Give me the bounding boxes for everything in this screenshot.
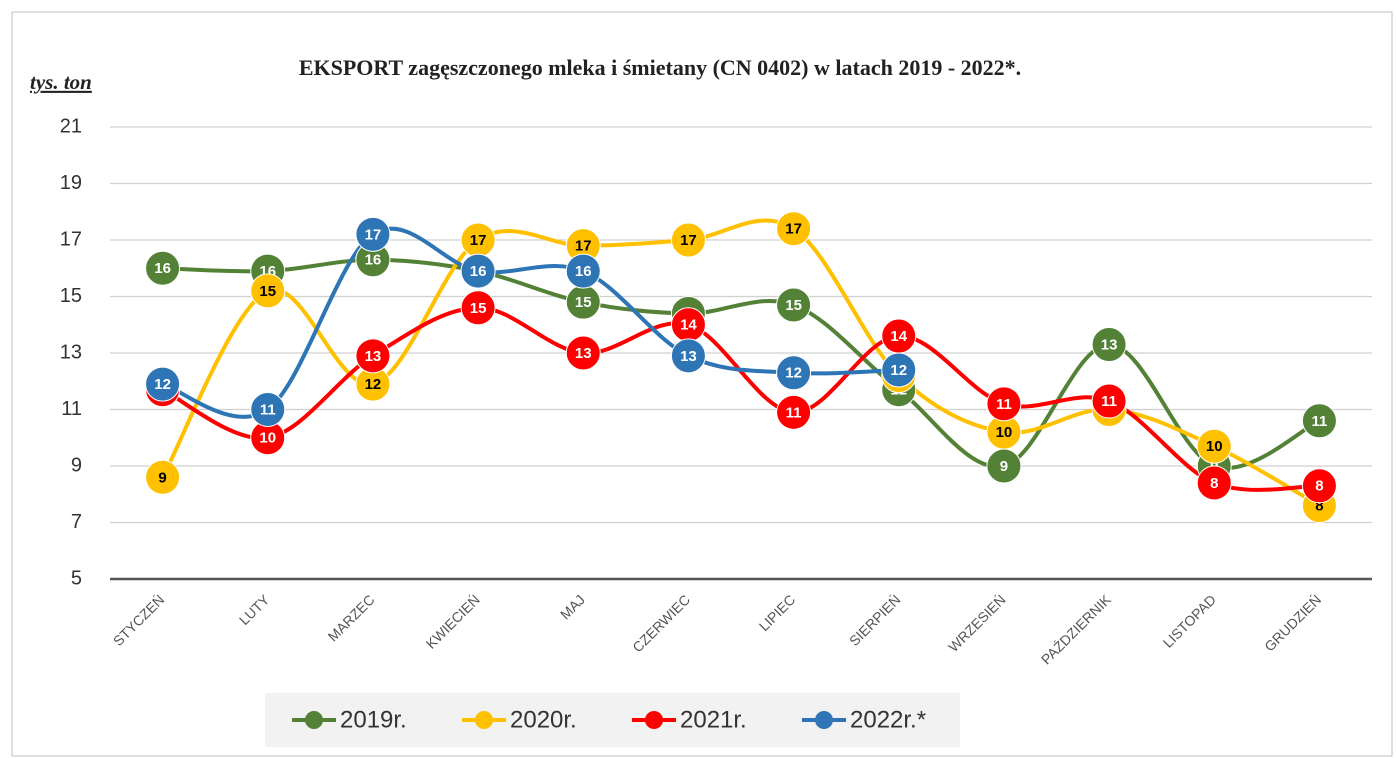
data-point [1301, 468, 1337, 504]
y-tick-label: 21 [60, 115, 82, 137]
data-label: 9 [158, 469, 166, 486]
data-point [1301, 403, 1337, 439]
y-tick-label: 11 [61, 398, 82, 420]
legend-label: 2019r. [340, 706, 407, 733]
data-label: 11 [1311, 413, 1327, 430]
data-label: 10 [996, 424, 1013, 441]
data-point [250, 273, 286, 309]
data-point [460, 253, 496, 289]
legend-marker [475, 711, 493, 729]
data-label: 15 [785, 297, 802, 314]
data-point [776, 394, 812, 430]
data-point [250, 392, 286, 427]
legend-marker [305, 711, 323, 729]
data-label: 17 [680, 232, 697, 249]
legend-marker [815, 711, 833, 729]
data-label: 11 [260, 401, 276, 418]
data-label: 12 [154, 376, 171, 393]
data-point [776, 287, 812, 323]
data-label: 13 [575, 345, 592, 362]
y-tick-label: 15 [60, 285, 82, 307]
data-label: 17 [785, 221, 802, 238]
data-point [460, 290, 496, 326]
data-point [670, 222, 706, 258]
data-label: 17 [575, 238, 592, 255]
data-point [1091, 327, 1127, 363]
data-label: 10 [1206, 438, 1223, 455]
data-point [1091, 383, 1127, 419]
data-point [776, 355, 812, 391]
data-point [145, 250, 181, 286]
data-point [881, 352, 917, 388]
data-point [986, 386, 1022, 422]
data-label: 14 [890, 328, 907, 345]
y-tick-label: 19 [60, 172, 82, 194]
data-point [565, 253, 601, 289]
legend-label: 2021r. [680, 706, 747, 733]
y-tick-label: 9 [71, 454, 82, 476]
chart-title: EKSPORT zagęszczonego mleka i śmietany (… [299, 55, 1021, 80]
data-label: 13 [365, 348, 382, 365]
y-tick-label: 17 [60, 228, 82, 250]
data-point [565, 335, 601, 371]
data-label: 11 [786, 404, 802, 421]
data-label: 12 [890, 362, 907, 379]
data-label: 8 [1315, 498, 1323, 515]
data-point [1196, 428, 1232, 464]
data-point [670, 338, 706, 374]
y-tick-label: 13 [60, 341, 82, 363]
data-point [145, 366, 181, 402]
data-label: 12 [365, 376, 382, 393]
data-label: 11 [996, 396, 1012, 413]
legend-label: 2022r.* [850, 706, 926, 733]
data-point [355, 216, 391, 252]
y-tick-label: 7 [71, 511, 82, 533]
data-label: 13 [680, 348, 697, 365]
legend-marker [645, 711, 663, 729]
y-axis-label: tys. ton [30, 70, 92, 94]
data-label: 14 [680, 317, 697, 334]
data-label: 16 [575, 263, 592, 280]
y-tick-label: 5 [71, 567, 82, 589]
data-label: 15 [575, 294, 592, 311]
data-label: 11 [1101, 393, 1117, 410]
data-label: 8 [1315, 478, 1323, 495]
data-label: 16 [470, 263, 487, 280]
data-label: 8 [1210, 475, 1218, 492]
data-point [355, 338, 391, 374]
data-label: 16 [365, 252, 382, 269]
data-point [145, 459, 181, 495]
data-label: 16 [154, 260, 171, 277]
data-label: 12 [785, 365, 802, 382]
chart-frame [11, 11, 1393, 757]
legend-label: 2020r. [510, 706, 577, 733]
data-point [776, 211, 812, 247]
data-label: 17 [365, 226, 382, 243]
data-point [1196, 465, 1232, 501]
data-label: 17 [470, 232, 487, 249]
data-label: 15 [470, 300, 487, 317]
data-label: 10 [259, 430, 276, 447]
data-label: 9 [1000, 458, 1008, 475]
data-label: 13 [1101, 336, 1118, 353]
data-label: 15 [259, 283, 276, 300]
